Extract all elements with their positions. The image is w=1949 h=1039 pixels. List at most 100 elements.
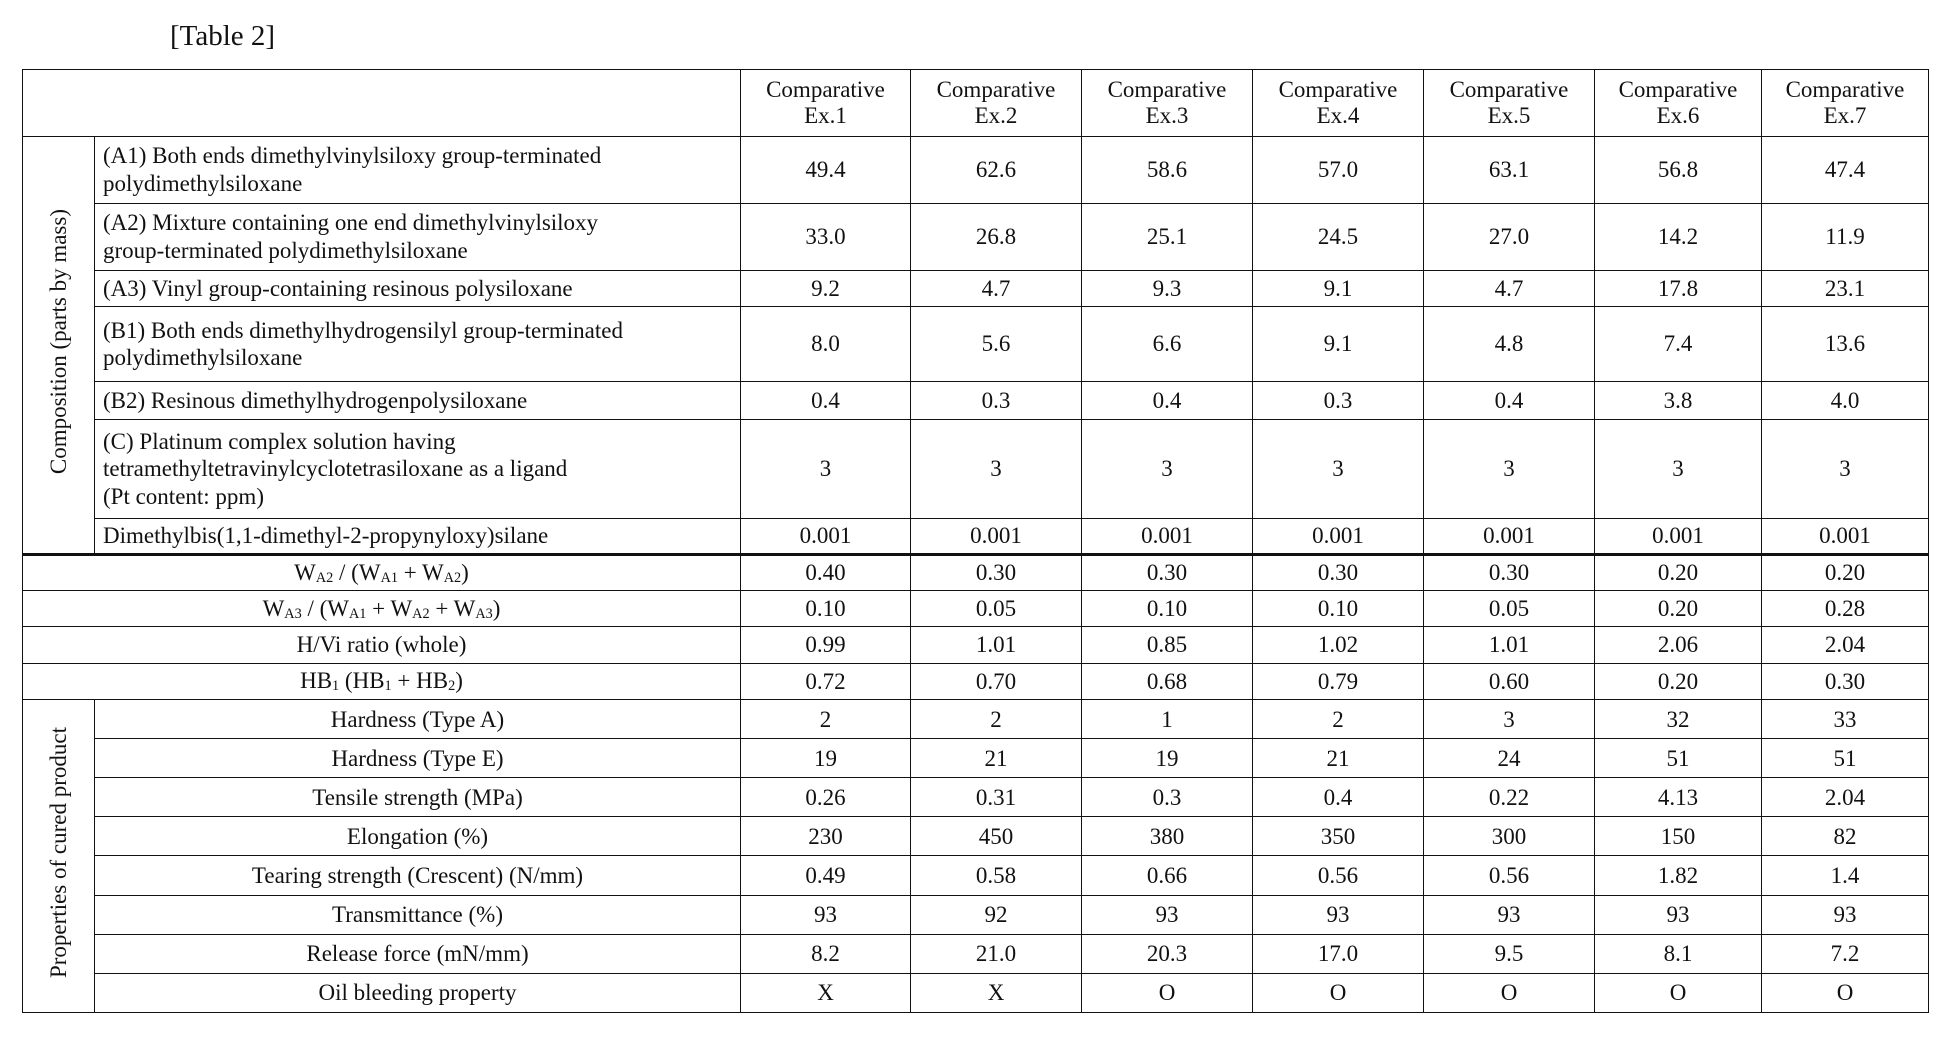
composition-value-cell: 23.1 (1762, 270, 1929, 306)
property-value-cell: 93 (741, 895, 911, 934)
composition-value-cell: 33.0 (741, 203, 911, 270)
header-corner-cell (23, 70, 741, 137)
ratio-label-subscript: A1 (349, 606, 366, 622)
property-row: Hardness (Type E)19211921245151 (23, 739, 1929, 778)
property-value-cell: O (1082, 973, 1253, 1012)
composition-row: (A2) Mixture containing one end dimethyl… (23, 203, 1929, 270)
column-header-line2: Ex.2 (975, 103, 1018, 128)
composition-value-cell: 14.2 (1595, 203, 1762, 270)
ratio-value-cell: 0.10 (741, 591, 911, 627)
column-header-line1: Comparative (1108, 77, 1227, 102)
ratio-row: WA3 / (WA1 + WA2 + WA3)0.100.050.100.100… (23, 591, 1929, 627)
property-value-cell: 380 (1082, 817, 1253, 856)
composition-value-cell: 0.3 (1253, 382, 1424, 420)
composition-value-cell: 26.8 (911, 203, 1082, 270)
composition-value-cell: 3.8 (1595, 382, 1762, 420)
ratio-value-cell: 0.60 (1424, 663, 1595, 699)
column-header: ComparativeEx.2 (911, 70, 1082, 137)
ratio-label-subscript: A2 (412, 606, 429, 622)
ratio-value-cell: 0.30 (1253, 554, 1424, 590)
ratio-label-subscript: A1 (381, 570, 398, 586)
composition-row: (C) Platinum complex solution havingtetr… (23, 419, 1929, 519)
column-header-line2: Ex.5 (1488, 103, 1531, 128)
ratio-label-subscript: 1 (385, 679, 392, 695)
composition-value-cell: 3 (911, 419, 1082, 519)
ratio-value-cell: 0.30 (911, 554, 1082, 590)
property-value-cell: 3 (1424, 700, 1595, 739)
property-value-cell: 32 (1595, 700, 1762, 739)
property-value-cell: 0.49 (741, 856, 911, 895)
ratio-value-cell: 1.01 (1424, 627, 1595, 663)
ratio-value-cell: 1.02 (1253, 627, 1424, 663)
composition-value-cell: 27.0 (1424, 203, 1595, 270)
ratio-value-cell: 0.20 (1595, 663, 1762, 699)
column-header: ComparativeEx.7 (1762, 70, 1929, 137)
ratio-value-cell: 0.30 (1424, 554, 1595, 590)
ratio-label-text: (HB (339, 668, 384, 693)
property-value-cell: 93 (1762, 895, 1929, 934)
composition-value-cell: 11.9 (1762, 203, 1929, 270)
ratio-label-text: ) (455, 668, 463, 693)
composition-row-label: (A2) Mixture containing one end dimethyl… (95, 203, 741, 270)
composition-label-line: (A3) Vinyl group-containing resinous pol… (103, 276, 573, 301)
property-row-label: Hardness (Type A) (95, 700, 741, 739)
composition-value-cell: 9.3 (1082, 270, 1253, 306)
composition-value-cell: 0.001 (911, 519, 1082, 554)
property-row-label: Tensile strength (MPa) (95, 778, 741, 817)
composition-value-cell: 0.001 (1762, 519, 1929, 554)
property-value-cell: 93 (1595, 895, 1762, 934)
composition-value-cell: 4.7 (911, 270, 1082, 306)
property-value-cell: 2 (1253, 700, 1424, 739)
property-row-label: Tearing strength (Crescent) (N/mm) (95, 856, 741, 895)
property-value-cell: 82 (1762, 817, 1929, 856)
ratio-value-cell: 0.30 (1082, 554, 1253, 590)
property-value-cell: 230 (741, 817, 911, 856)
composition-value-cell: 5.6 (911, 306, 1082, 381)
composition-value-cell: 3 (1424, 419, 1595, 519)
composition-row-label: (A3) Vinyl group-containing resinous pol… (95, 270, 741, 306)
ratio-value-cell: 0.20 (1595, 554, 1762, 590)
column-header: ComparativeEx.6 (1595, 70, 1762, 137)
property-row: Release force (mN/mm)8.221.020.317.09.58… (23, 934, 1929, 973)
ratio-value-cell: 2.04 (1762, 627, 1929, 663)
property-value-cell: 93 (1253, 895, 1424, 934)
composition-row-label: Dimethylbis(1,1-dimethyl-2-propynyloxy)s… (95, 519, 741, 554)
comparative-examples-table: ComparativeEx.1ComparativeEx.2Comparativ… (22, 69, 1929, 1013)
column-header-line2: Ex.7 (1824, 103, 1867, 128)
property-value-cell: 92 (911, 895, 1082, 934)
ratio-value-cell: 1.01 (911, 627, 1082, 663)
property-row: Properties of cured productHardness (Typ… (23, 700, 1929, 739)
property-value-cell: 0.66 (1082, 856, 1253, 895)
composition-value-cell: 58.6 (1082, 136, 1253, 203)
composition-value-cell: 3 (1253, 419, 1424, 519)
ratio-label-text: / (W (333, 560, 380, 585)
column-header: ComparativeEx.3 (1082, 70, 1253, 137)
composition-label-line: (B1) Both ends dimethylhydrogensilyl gro… (103, 318, 623, 343)
column-header-line1: Comparative (1619, 77, 1738, 102)
property-value-cell: O (1595, 973, 1762, 1012)
composition-group-label: Composition (parts by mass) (23, 136, 95, 554)
property-value-cell: 300 (1424, 817, 1595, 856)
composition-value-cell: 49.4 (741, 136, 911, 203)
property-value-cell: 8.1 (1595, 934, 1762, 973)
property-value-cell: 1 (1082, 700, 1253, 739)
ratio-row-label: WA3 / (WA1 + WA2 + WA3) (23, 591, 741, 627)
property-value-cell: X (911, 973, 1082, 1012)
composition-value-cell: 3 (1762, 419, 1929, 519)
property-row-label: Elongation (%) (95, 817, 741, 856)
ratio-value-cell: 0.05 (911, 591, 1082, 627)
property-row: Oil bleeding propertyXXOOOOO (23, 973, 1929, 1012)
ratio-value-cell: 0.40 (741, 554, 911, 590)
table-caption: [Table 2] (170, 20, 275, 53)
property-value-cell: 1.82 (1595, 856, 1762, 895)
composition-label-line: polydimethylsiloxane (103, 171, 302, 196)
ratio-row-label: HB1 (HB1 + HB2) (23, 663, 741, 699)
column-header-line1: Comparative (1279, 77, 1398, 102)
composition-row: Dimethylbis(1,1-dimethyl-2-propynyloxy)s… (23, 519, 1929, 554)
composition-value-cell: 4.0 (1762, 382, 1929, 420)
composition-row: Composition (parts by mass)(A1) Both end… (23, 136, 1929, 203)
column-header-line2: Ex.1 (804, 103, 847, 128)
composition-label-line: (A1) Both ends dimethylvinylsiloxy group… (103, 143, 601, 168)
ratio-value-cell: 0.70 (911, 663, 1082, 699)
column-header-line2: Ex.6 (1657, 103, 1700, 128)
